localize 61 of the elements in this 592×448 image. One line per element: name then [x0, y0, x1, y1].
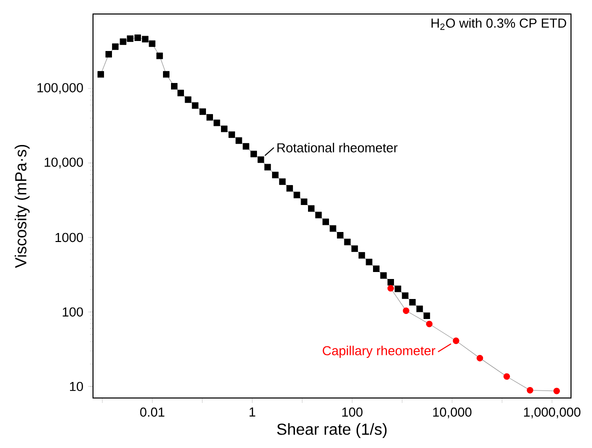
point	[112, 43, 119, 50]
point	[142, 36, 148, 42]
point	[402, 292, 408, 299]
point	[162, 71, 170, 78]
point	[228, 131, 236, 138]
point	[220, 126, 228, 132]
point	[264, 164, 271, 170]
y-tick-label: 100	[62, 307, 83, 317]
point	[315, 212, 322, 218]
point	[214, 120, 220, 126]
point	[424, 312, 430, 319]
x-tick-label: 10,000	[433, 408, 472, 418]
point	[416, 306, 423, 312]
point	[330, 225, 336, 232]
point	[184, 96, 192, 103]
point	[98, 71, 104, 78]
point	[358, 252, 366, 259]
x-tick-label: 0.01	[140, 408, 164, 417]
x-tick-label: 1	[250, 408, 256, 416]
y-tick-label: 1000	[56, 232, 83, 242]
point	[387, 278, 394, 286]
point	[177, 90, 184, 96]
point	[206, 114, 213, 121]
point	[294, 192, 300, 198]
legend-label: Rotational rheometer	[277, 142, 398, 152]
point	[258, 156, 264, 163]
point	[134, 34, 141, 41]
point	[126, 35, 134, 42]
y-tick-label: 10,000	[44, 158, 83, 168]
point	[148, 40, 156, 47]
point	[409, 299, 416, 306]
point	[300, 198, 308, 205]
point	[308, 205, 315, 212]
point	[394, 286, 402, 292]
point	[351, 245, 358, 252]
series-label: Capillary rheometer	[322, 346, 436, 358]
point	[105, 51, 112, 58]
point	[373, 266, 380, 272]
point	[199, 108, 206, 115]
point	[279, 178, 286, 185]
point	[286, 185, 293, 192]
x-tick-label: 1,000,000	[524, 408, 580, 418]
point	[156, 52, 163, 60]
point	[250, 150, 257, 158]
point	[336, 232, 344, 239]
x-axis-title: Shear rate (1/s)	[277, 423, 387, 438]
point	[171, 83, 178, 90]
point	[120, 38, 126, 45]
point	[192, 102, 198, 109]
y-tick-label: 10	[70, 382, 83, 392]
point	[272, 172, 279, 178]
y-tick-label: 100,000	[37, 83, 83, 94]
point	[380, 272, 387, 279]
point	[322, 218, 329, 226]
y-axis-title: Viscosity (mPa·s)	[14, 144, 30, 268]
point	[344, 238, 351, 246]
point	[242, 143, 250, 150]
point	[366, 258, 372, 266]
x-tick-label: 100	[342, 408, 362, 417]
annotation: H$_{2}$O with 0.3% CP ETD	[432, 18, 566, 30]
point	[236, 137, 242, 144]
